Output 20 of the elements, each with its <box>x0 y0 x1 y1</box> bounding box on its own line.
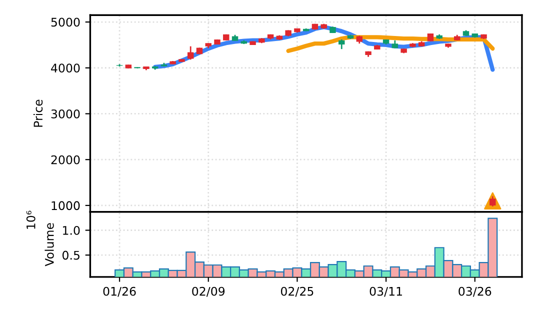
x-tick-label: 01/26 <box>103 286 136 297</box>
y-axis-title: Price <box>33 100 43 127</box>
candlestick <box>490 196 496 208</box>
x-tick-label: 03/11 <box>370 286 402 297</box>
y-tick-label: 5000 <box>51 18 80 27</box>
line-series <box>286 35 495 53</box>
candlestick <box>187 46 194 60</box>
y-tick-label: 2000 <box>51 155 80 164</box>
line-series <box>152 24 495 72</box>
y-axis-title: Volume <box>44 223 54 266</box>
y-tick-label: 1.0 <box>63 226 80 235</box>
y-tick-label: 4000 <box>51 64 80 73</box>
x-tick-label: 02/25 <box>280 286 314 297</box>
text: 10⁶ <box>26 210 36 229</box>
candlestick <box>338 38 345 50</box>
x-tick-label: 03/26 <box>458 286 492 297</box>
x-tick-label: 02/09 <box>192 286 225 297</box>
y-tick-label: 1000 <box>52 201 80 210</box>
y-tick-label: 0.5 <box>62 250 80 260</box>
y-tick-label: 3000 <box>51 109 80 118</box>
